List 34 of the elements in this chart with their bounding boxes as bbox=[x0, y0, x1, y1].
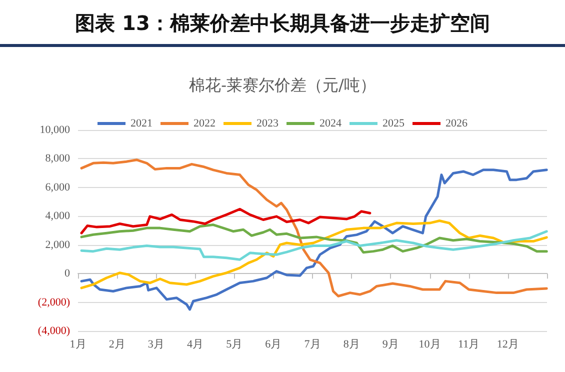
line-series bbox=[80, 230, 548, 261]
x-tick-label: 3月 bbox=[148, 338, 164, 350]
x-tick-label: 8月 bbox=[343, 338, 360, 350]
x-tick-label: 11月 bbox=[458, 338, 480, 350]
x-tick-label: 1月 bbox=[70, 338, 86, 350]
x-tick-label: 5月 bbox=[226, 338, 243, 350]
x-tick-label: 2月 bbox=[108, 338, 126, 350]
x-tick-label: 9月 bbox=[382, 338, 399, 350]
line-series bbox=[80, 168, 548, 311]
y-tick-label: 6,000 bbox=[45, 181, 70, 194]
line-series bbox=[80, 158, 548, 298]
y-tick-label: 2,000 bbox=[45, 238, 70, 251]
legend-label: 2021 bbox=[130, 118, 152, 130]
chart-subtitle: 棉花-莱赛尔价差（元/吨） bbox=[189, 76, 376, 94]
legend-label: 2026 bbox=[446, 118, 468, 130]
y-tick-label: 8,000 bbox=[45, 152, 70, 165]
x-tick-label: 6月 bbox=[265, 338, 282, 350]
chart-title: 图表 13：棉莱价差中长期具备进一步走扩空间 bbox=[0, 0, 565, 47]
line-series bbox=[80, 219, 548, 290]
legend-label: 2024 bbox=[320, 118, 342, 130]
y-tick-label: (4,000) bbox=[38, 325, 70, 337]
legend-label: 2025 bbox=[382, 118, 405, 130]
y-tick-label: 4,000 bbox=[45, 210, 70, 222]
x-tick-label: 7月 bbox=[304, 338, 321, 350]
line-series bbox=[80, 208, 372, 234]
legend-label: 2022 bbox=[194, 118, 216, 130]
x-tick-label: 12月 bbox=[496, 338, 519, 350]
y-tick-label: 0 bbox=[64, 268, 70, 280]
y-tick-label: (2,000) bbox=[38, 296, 70, 308]
x-tick-label: 4月 bbox=[187, 338, 204, 350]
legend-label: 2023 bbox=[256, 118, 279, 130]
y-tick-label: 10,000 bbox=[40, 124, 70, 136]
x-tick-label: 10月 bbox=[418, 338, 441, 350]
line-series bbox=[80, 224, 548, 254]
